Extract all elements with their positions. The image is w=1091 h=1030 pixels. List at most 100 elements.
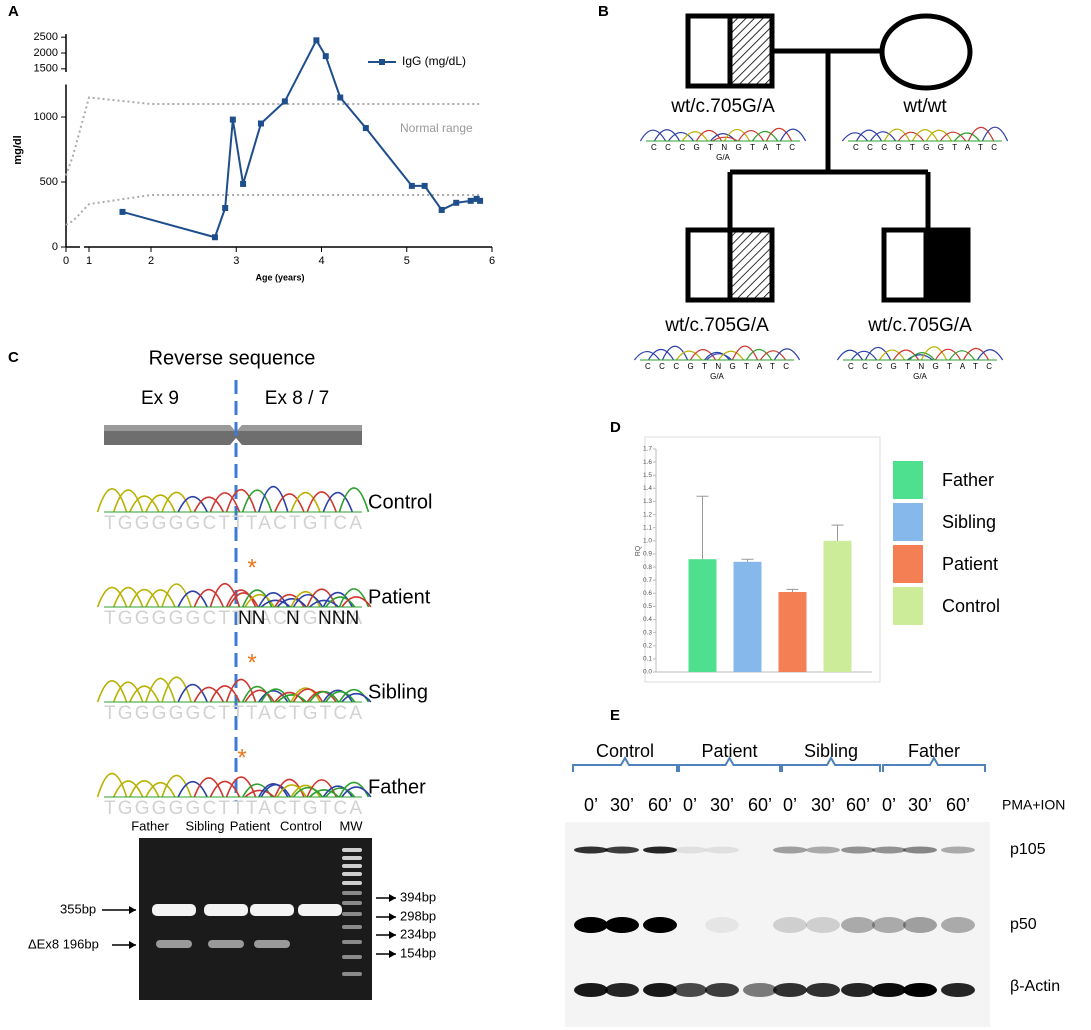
blot-band [872, 846, 906, 854]
trace-peak [308, 690, 340, 703]
data-point [240, 180, 247, 187]
x-tick-label: 4 [318, 255, 324, 267]
time-label: 60’ [648, 795, 672, 815]
trace-peak [341, 596, 372, 608]
trace-peak [878, 349, 906, 361]
time-label: 60’ [946, 795, 970, 815]
trace-peak [325, 690, 356, 703]
blot-band [841, 983, 875, 997]
blot-band [574, 846, 608, 854]
base-call: N [286, 608, 300, 629]
trace-peak [129, 685, 160, 703]
arrow-head [389, 894, 396, 902]
arrow-head [389, 931, 396, 939]
legend-label: Father [942, 470, 994, 490]
blot-band [872, 917, 906, 933]
legend-label: IgG (mg/dL) [402, 54, 466, 68]
trace-peak [177, 495, 208, 513]
trace-peak [96, 680, 128, 703]
trace-peak [129, 588, 160, 608]
x-tick-label: 5 [404, 255, 410, 267]
y-tick-label: 0.9 [643, 551, 652, 558]
y-tick-label: 0.1 [643, 656, 652, 663]
trace-peak [869, 131, 897, 142]
arrow-head [129, 941, 136, 949]
blot-band [705, 917, 739, 933]
trace-peak [759, 350, 787, 361]
trace-peak [193, 777, 225, 798]
blot-band [605, 917, 639, 933]
exon-label: Ex 8 / 7 [265, 388, 329, 409]
trace-peak [836, 349, 864, 361]
blot-band [574, 917, 608, 933]
ladder-band [342, 912, 362, 916]
lane-label: Father [131, 818, 169, 833]
error-bar [696, 495, 709, 560]
gel-band [298, 904, 342, 916]
trace-peak [145, 781, 176, 798]
y-tick-label: 0.5 [643, 603, 652, 610]
trace-peak [322, 492, 354, 513]
bar [823, 540, 852, 672]
data-point [467, 197, 474, 204]
error-bar [741, 558, 754, 562]
x-tick-label: 1 [86, 255, 92, 267]
blot-band [841, 846, 875, 854]
gel-band [204, 904, 248, 916]
data-point [281, 98, 288, 105]
y-tick-label: 500 [40, 176, 58, 188]
trace-peak [897, 131, 925, 142]
ladder-band [342, 925, 362, 929]
data-point [313, 37, 320, 44]
data-line [122, 38, 481, 239]
ladder-band [342, 955, 362, 959]
time-label: 0’ [882, 795, 896, 815]
time-label: 0’ [683, 795, 697, 815]
legend-label: Control [942, 596, 1000, 616]
trace-peak [322, 785, 353, 798]
trace-peak [290, 784, 321, 798]
trace-peak [934, 348, 962, 361]
trace-peak [731, 345, 759, 361]
blot-band [903, 846, 937, 854]
x-axis-label: Age (years) [255, 272, 304, 282]
genotype-label: wt/c.705G/A [867, 315, 972, 336]
trace-bases: CCCGTNGTATC [651, 143, 795, 152]
trace-peak [145, 589, 176, 608]
legend-marker [379, 59, 385, 65]
ladder-band [342, 848, 362, 852]
trace-peak [907, 354, 933, 361]
trace-peak [306, 779, 337, 798]
blot-band [643, 983, 677, 997]
blot-band [673, 983, 707, 997]
data-point [222, 205, 229, 211]
trace-peak [675, 350, 703, 361]
trace-peak [225, 776, 257, 798]
time-label: 30’ [710, 795, 734, 815]
trace-peak [260, 783, 291, 798]
group-label: Control [596, 741, 654, 761]
protein-label: β-Actin [1010, 978, 1060, 995]
trace-peak [667, 131, 695, 142]
trace-peak [209, 780, 241, 798]
trace-peak [258, 690, 289, 703]
trace-peak [911, 129, 939, 142]
y-tick-label: 1500 [34, 63, 58, 75]
genotype-label: wt/c.705G/A [670, 96, 775, 117]
trace-peak [841, 132, 869, 142]
gel-band [156, 940, 192, 948]
protein-label: p50 [1010, 916, 1037, 933]
trace-peak [338, 487, 370, 513]
trace-peak [225, 489, 257, 513]
trace-peak [962, 347, 990, 361]
y-tick-label: 1.2 [643, 511, 652, 518]
trace-peak [745, 348, 773, 361]
data-point [119, 208, 126, 215]
blot-band [705, 846, 739, 854]
trace-peak [292, 688, 324, 703]
sequence-title: Reverse sequence [149, 347, 316, 369]
trace-peak [925, 129, 953, 142]
data-point [453, 199, 460, 206]
trace-peak [258, 486, 289, 513]
